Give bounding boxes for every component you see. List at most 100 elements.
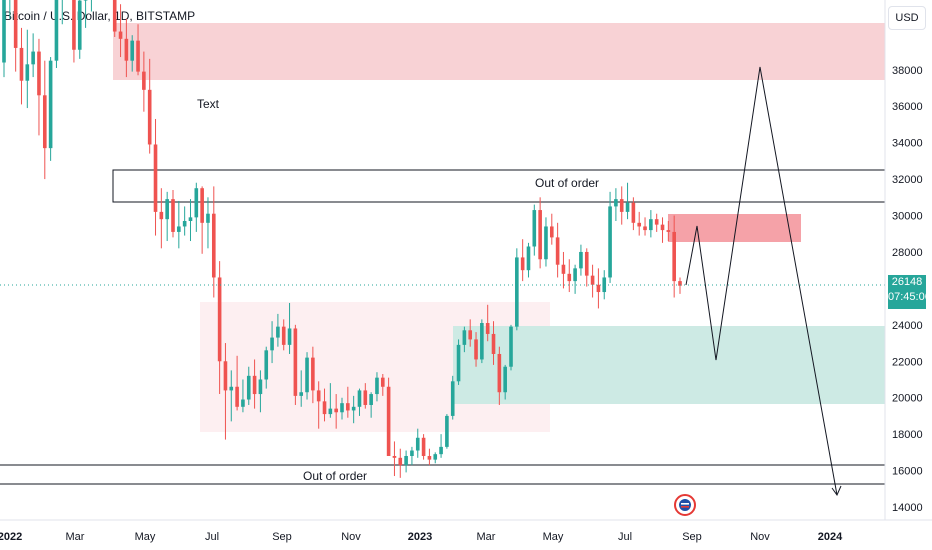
candle-up: [649, 219, 653, 231]
candle-down: [497, 353, 502, 393]
candle-up: [351, 406, 356, 411]
time-tick-label: 2022: [0, 531, 22, 543]
candle-down: [334, 408, 338, 413]
candle-up: [258, 379, 263, 395]
candle-up: [404, 455, 408, 466]
price-tick-label: 20000: [892, 393, 923, 405]
candle-up: [206, 213, 210, 223]
candle-up: [445, 415, 449, 447]
price-tick-label: 24000: [892, 320, 923, 332]
candle-up: [130, 40, 135, 61]
candle-down: [386, 386, 391, 456]
candle-down: [660, 224, 665, 231]
candle-up: [328, 408, 333, 415]
annotation-text: Text: [197, 97, 220, 111]
candle-up: [614, 199, 618, 207]
candle-up: [433, 454, 438, 460]
projection-arrowhead: [831, 485, 842, 497]
candle-up: [480, 323, 484, 360]
candle-up: [509, 326, 513, 367]
supply-zone: [113, 23, 885, 80]
candle-up: [25, 64, 30, 81]
candle-down: [346, 403, 350, 411]
candle-down: [118, 31, 123, 39]
time-tick-label: Sep: [682, 531, 702, 543]
candle-down: [211, 213, 216, 278]
candle-up: [54, 0, 59, 61]
candle-down: [380, 377, 385, 387]
candle-up: [410, 450, 414, 456]
candle-up: [188, 217, 193, 221]
key-level-box: [112, 169, 886, 203]
candle-down: [485, 323, 490, 334]
time-tick-label: May: [135, 531, 156, 543]
candle-up: [608, 206, 612, 278]
candle-down: [555, 237, 560, 265]
annotation-out-of-order-bottom: Out of order: [303, 469, 367, 483]
price-tick-label: 32000: [892, 174, 923, 186]
candle-up: [287, 328, 292, 345]
candle-down: [147, 89, 152, 145]
price-tick-label: 22000: [892, 356, 923, 368]
candle-up: [439, 446, 443, 455]
candle-down: [363, 390, 368, 405]
candle-down: [223, 361, 228, 391]
time-tick-label: Nov: [750, 531, 770, 543]
candle-down: [142, 71, 146, 90]
candle-up: [450, 381, 455, 416]
time-tick-label: Mar: [66, 531, 85, 543]
candle-up: [573, 268, 577, 282]
candle-up: [369, 394, 373, 405]
candle-down: [293, 328, 298, 396]
candle-down: [159, 211, 164, 220]
candle-up: [31, 51, 35, 65]
candle-up: [241, 399, 245, 407]
candle-up: [83, 0, 88, 1]
candle-up: [625, 202, 630, 212]
time-axis[interactable]: 2022 Mar May Jul Sep Nov 2023 Mar May Jul Sep Nov 20…: [0, 531, 843, 543]
time-tick-label: 2024: [818, 531, 843, 543]
candle-up: [229, 386, 234, 391]
price-tick-label: 38000: [892, 65, 923, 77]
candle-down: [217, 277, 222, 362]
candle-up: [579, 251, 583, 269]
candle-down: [316, 390, 321, 402]
candle-down: [520, 257, 525, 271]
currency-button[interactable]: USD: [888, 6, 926, 30]
candle-up: [456, 344, 461, 382]
candle-down: [171, 199, 175, 232]
price-tick-label: 30000: [892, 211, 923, 223]
last-price-tag: 26148 07:45:06: [888, 275, 931, 309]
earnings-flag-icon[interactable]: [674, 494, 696, 516]
candle-down: [153, 144, 158, 212]
annotation-out-of-order-top: Out of order: [535, 176, 599, 190]
candle-up: [77, 0, 82, 50]
time-tick-label: Jul: [205, 531, 219, 543]
price-tick-label: 36000: [892, 101, 923, 113]
projection-path: [685, 66, 838, 496]
candle-down: [672, 231, 676, 282]
candle-down: [235, 386, 239, 407]
last-price-countdown: 07:45:06: [888, 291, 931, 303]
candle-down: [678, 281, 682, 286]
time-tick-label: Sep: [272, 531, 292, 543]
candle-up: [503, 366, 507, 393]
candle-up: [462, 330, 467, 345]
candle-down: [13, 0, 18, 48]
candle-up: [2, 0, 6, 63]
demand-zone: [453, 326, 885, 404]
candle-down: [654, 219, 659, 225]
candle-down: [200, 188, 204, 223]
candle-down: [491, 333, 496, 354]
candle-down: [392, 455, 397, 458]
candle-down: [561, 264, 566, 274]
candle-up: [299, 392, 304, 396]
symbol-title: Bitcoin / U.S. Dollar, 1D, BITSTAMP: [4, 9, 196, 23]
candle-up: [526, 246, 531, 271]
candle-up: [270, 337, 274, 351]
candle-down: [311, 357, 315, 391]
candle-up: [246, 375, 251, 400]
candle-up: [177, 226, 181, 232]
candle-up: [340, 403, 344, 413]
